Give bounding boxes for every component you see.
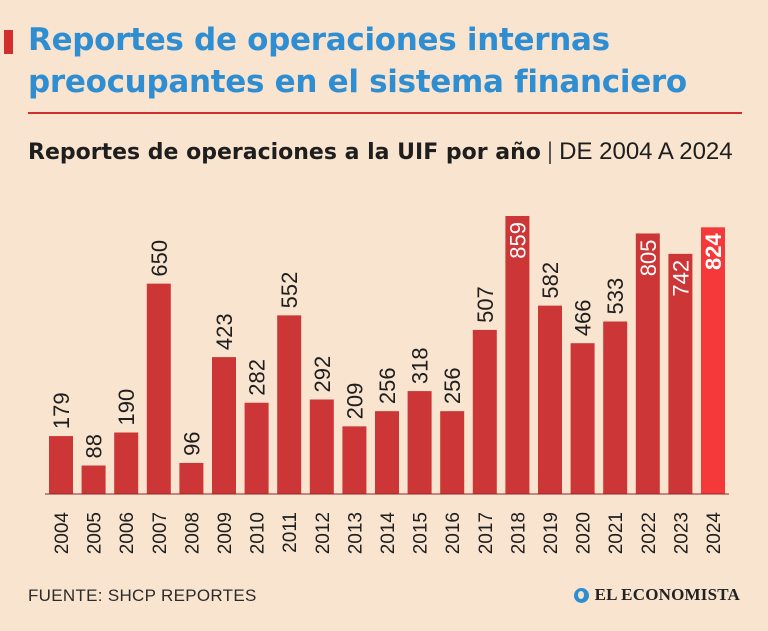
subtitle-separator: | — [546, 138, 554, 165]
subtitle-range: DE 2004 A 2024 — [559, 138, 733, 165]
tick-label-2011: 2011 — [280, 512, 301, 553]
value-label-2011: 552 — [277, 272, 302, 309]
bar-2009 — [212, 357, 236, 494]
value-label-2020: 466 — [571, 299, 596, 336]
value-label-2016: 256 — [440, 367, 465, 404]
value-label-2004: 179 — [49, 392, 74, 429]
bar-2021 — [603, 321, 628, 494]
source-note: FUENTE: SHCP REPORTES — [28, 586, 257, 605]
bar-2008 — [179, 462, 204, 494]
bar-2020 — [570, 343, 595, 494]
globe-icon — [573, 587, 589, 603]
brand-logo: EL ECONOMISTA — [573, 585, 740, 605]
tick-label-2010: 2010 — [248, 512, 269, 554]
tick-label-2008: 2008 — [182, 512, 203, 554]
tick-label-2007: 2007 — [150, 512, 171, 554]
tick-label-2015: 2015 — [411, 512, 432, 554]
bar-2024 — [701, 227, 725, 494]
tick-label-2017: 2017 — [476, 512, 497, 554]
value-label-2022: 805 — [636, 239, 661, 276]
title-line-1: Reportes de operaciones internas — [28, 22, 610, 58]
brand-name: EL ECONOMISTA — [594, 585, 740, 604]
value-label-2008: 96 — [179, 431, 204, 455]
bar-2018 — [505, 216, 530, 494]
bar-2016 — [440, 411, 465, 494]
tick-label-2005: 2005 — [85, 512, 106, 554]
value-label-2014: 256 — [375, 367, 400, 404]
value-label-2013: 209 — [342, 383, 367, 420]
bar-2011 — [277, 315, 302, 494]
value-label-2017: 507 — [473, 286, 498, 323]
bar-2022 — [635, 233, 660, 494]
tick-label-2013: 2013 — [345, 512, 366, 554]
title-block: Reportes de operaciones internas preocup… — [0, 0, 768, 120]
title-marker — [4, 30, 13, 54]
bar-2010 — [244, 402, 269, 494]
bar-2005 — [81, 465, 106, 494]
tick-label-2012: 2012 — [313, 512, 334, 554]
tick-label-2023: 2023 — [671, 512, 692, 554]
value-label-2021: 533 — [603, 278, 628, 315]
tick-label-2004: 2004 — [52, 512, 73, 555]
value-label-2009: 423 — [212, 313, 237, 350]
tick-label-2014: 2014 — [378, 512, 399, 555]
tick-label-2006: 2006 — [117, 512, 138, 554]
value-label-2006: 190 — [114, 389, 139, 426]
tick-label-2019: 2019 — [541, 512, 562, 554]
tick-label-2020: 2020 — [574, 512, 595, 554]
value-label-2012: 292 — [310, 356, 335, 393]
bar-2017 — [472, 329, 497, 494]
title-line-2: preocupantes en el sistema financiero — [28, 64, 687, 100]
tick-label-2022: 2022 — [639, 512, 660, 554]
value-label-2019: 582 — [538, 262, 563, 299]
bar-2012 — [309, 399, 334, 494]
bar-2013 — [342, 426, 367, 494]
value-label-2023: 742 — [668, 260, 693, 297]
tick-label-2009: 2009 — [215, 512, 236, 554]
bar-2004 — [49, 436, 73, 494]
value-label-2024: 824 — [701, 233, 726, 270]
bar-2007 — [146, 283, 171, 494]
tick-label-2024: 2024 — [704, 512, 725, 555]
subtitle-bold: Reportes de operaciones a la UIF por año — [28, 140, 541, 165]
tick-label-2021: 2021 — [606, 512, 627, 554]
bar-2023 — [668, 253, 693, 494]
value-label-2010: 282 — [245, 359, 270, 396]
bar-2019 — [538, 305, 562, 494]
value-label-2018: 859 — [505, 222, 530, 259]
bar-2006 — [114, 432, 139, 494]
value-label-2005: 88 — [82, 434, 107, 458]
tick-label-2016: 2016 — [443, 512, 464, 554]
bar-2015 — [407, 391, 432, 494]
value-label-2007: 650 — [147, 240, 172, 277]
bar-2014 — [375, 411, 399, 494]
chart-subtitle: Reportes de operaciones a la UIF por año… — [28, 136, 748, 168]
value-label-2015: 318 — [408, 347, 433, 384]
title-divider — [28, 112, 742, 114]
tick-label-2018: 2018 — [508, 512, 529, 554]
